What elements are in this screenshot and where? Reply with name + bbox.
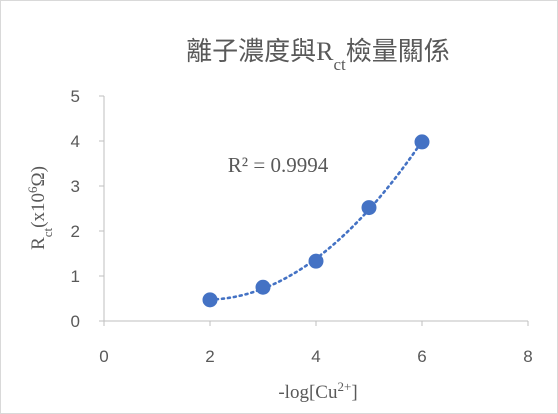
x-tick-label: 2	[205, 347, 214, 366]
x-axis-title: -log[Cu2+]	[278, 379, 357, 404]
x-tick-label: 8	[523, 347, 532, 366]
data-point	[361, 200, 377, 216]
y-axis-title-mid: (x10	[28, 193, 49, 228]
x-tick-label: 0	[99, 347, 108, 366]
y-axis-title-rest: Ω)	[28, 166, 49, 186]
y-tick-label: 5	[71, 87, 80, 106]
chart-title: 離子濃度與Rct檢量關係	[186, 37, 450, 74]
chart-title-main: 離子濃度與R	[186, 37, 334, 66]
x-tick-label: 6	[417, 347, 426, 366]
y-tick-label: 3	[71, 177, 80, 196]
data-point	[308, 253, 324, 269]
y-tick-label: 0	[71, 312, 80, 331]
r-squared-label: R² = 0.9994	[228, 153, 329, 177]
x-axis-title-main: -log[Cu	[278, 382, 338, 403]
data-point	[255, 279, 271, 295]
y-axis-title-sup: 6	[25, 186, 40, 193]
y-axis-title-sub: ct	[40, 227, 55, 237]
y-axis-ticks: 0 1 2 3 4 5	[71, 87, 104, 331]
data-points	[202, 134, 430, 308]
y-axis-title-main: R	[28, 237, 49, 250]
x-axis-title-rest: ]	[351, 382, 357, 403]
x-tick-label: 4	[311, 347, 320, 366]
y-tick-label: 1	[71, 267, 80, 286]
y-tick-label: 4	[71, 132, 80, 151]
chart-title-rest: 檢量關係	[346, 37, 450, 66]
y-tick-label: 2	[71, 222, 80, 241]
x-axis-ticks: 0 2 4 6 8	[99, 321, 533, 366]
chart-title-sub: ct	[334, 55, 347, 74]
y-axis-title: Rct(x106Ω)	[25, 166, 55, 250]
data-point	[414, 134, 430, 150]
data-point	[202, 292, 218, 308]
x-axis-title-sup: 2+	[337, 379, 351, 394]
